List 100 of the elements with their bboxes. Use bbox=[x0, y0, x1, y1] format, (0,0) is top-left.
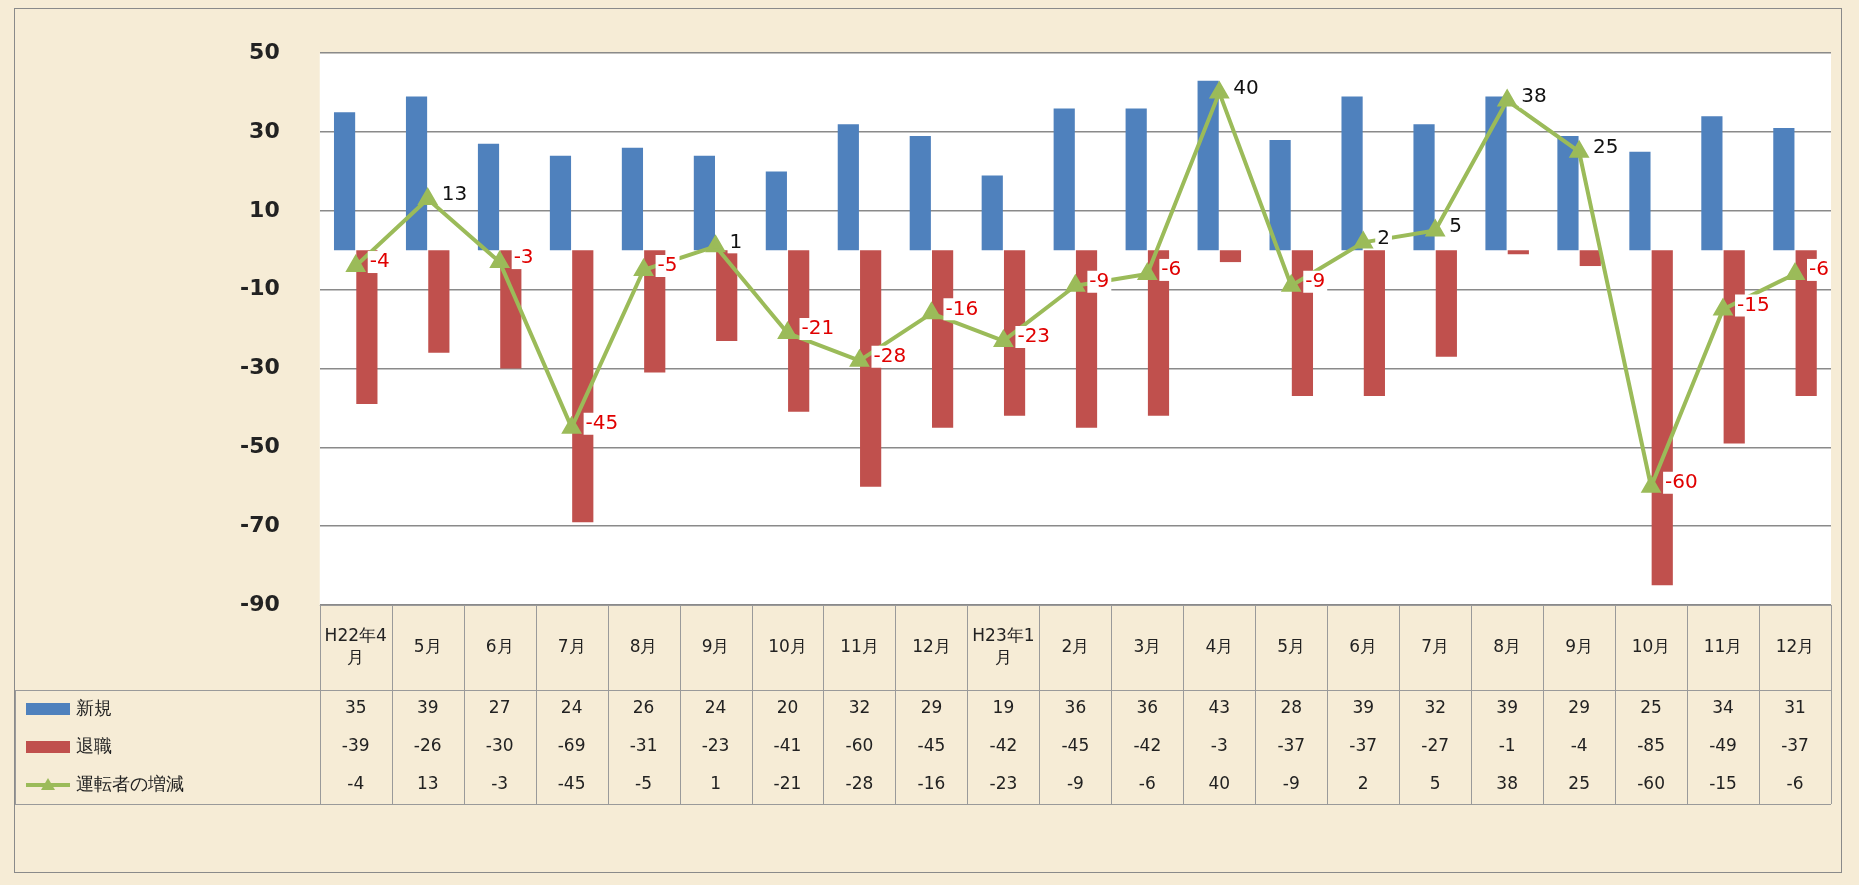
x-tick-label: 12月 bbox=[912, 635, 951, 656]
x-tick-label: 10月 bbox=[1631, 635, 1671, 656]
data-label: -49 bbox=[1709, 735, 1737, 756]
data-label: -16 bbox=[917, 773, 946, 794]
annotation: -3 bbox=[513, 244, 534, 269]
bar bbox=[1125, 108, 1147, 251]
data-label: -37 bbox=[1349, 735, 1378, 756]
data-label: -60 bbox=[845, 735, 874, 756]
data-label: 27 bbox=[488, 697, 511, 718]
y-tick-label: -30 bbox=[240, 354, 280, 380]
bar bbox=[716, 250, 738, 341]
data-label: 29 bbox=[1568, 697, 1590, 718]
x-tick-label: 5月 bbox=[413, 635, 442, 656]
bar bbox=[621, 147, 644, 251]
data-label: 20 bbox=[776, 697, 799, 718]
annotation: -5 bbox=[657, 252, 678, 277]
point bbox=[346, 256, 365, 273]
data-label: -31 bbox=[629, 735, 658, 756]
x-tick-label: 6月 bbox=[485, 635, 514, 656]
x-tick-label: 11月 bbox=[840, 635, 879, 656]
data-label: -26 bbox=[413, 735, 442, 756]
y-tick-label: -50 bbox=[240, 433, 280, 459]
y-tick-label: -90 bbox=[240, 590, 280, 616]
data-label: -21 bbox=[773, 773, 802, 794]
point bbox=[778, 323, 797, 340]
x-tick-label: 7月 bbox=[557, 635, 586, 656]
annotation: -21 bbox=[801, 315, 835, 340]
point bbox=[1425, 218, 1446, 237]
x-tick-label: H23年1月 bbox=[972, 624, 1035, 667]
x-tick-label: 5月 bbox=[1277, 635, 1306, 656]
annotation: 25 bbox=[1593, 133, 1619, 158]
bar bbox=[1485, 96, 1507, 251]
data-label: 34 bbox=[1712, 697, 1734, 718]
bar bbox=[1197, 80, 1219, 251]
point bbox=[1498, 90, 1517, 107]
y-tick-label: 50 bbox=[249, 38, 280, 64]
data-label: 38 bbox=[1496, 773, 1518, 794]
data-label: -9 bbox=[1282, 773, 1300, 794]
x-tick-label: 3月 bbox=[1133, 635, 1162, 656]
legend-label: 退職 bbox=[76, 734, 112, 756]
x-tick-label: 4月 bbox=[1205, 635, 1234, 656]
data-label: 35 bbox=[344, 697, 367, 718]
x-tick-label: 6月 bbox=[1349, 635, 1378, 656]
data-label: -4 bbox=[1570, 735, 1588, 756]
annotation: -45 bbox=[585, 409, 619, 434]
data-label: -45 bbox=[1061, 735, 1090, 756]
data-label: -15 bbox=[1709, 773, 1737, 794]
bar bbox=[405, 96, 428, 251]
bar bbox=[1557, 135, 1579, 251]
annotation: 40 bbox=[1233, 74, 1259, 99]
data-label: -42 bbox=[1133, 735, 1162, 756]
data-label: 39 bbox=[1352, 697, 1375, 718]
data-label: -37 bbox=[1781, 735, 1809, 756]
legend-label: 新規 bbox=[76, 696, 112, 718]
data-label: -85 bbox=[1637, 735, 1665, 756]
x-tick-label: 10月 bbox=[768, 635, 807, 656]
data-label: 32 bbox=[848, 697, 871, 718]
bar bbox=[1053, 108, 1075, 251]
data-label: 32 bbox=[1424, 697, 1447, 718]
data-label: -69 bbox=[557, 735, 586, 756]
bar bbox=[1413, 124, 1435, 251]
bar bbox=[549, 155, 572, 251]
legend-label: 運転者の増減 bbox=[76, 772, 184, 794]
x-tick-label: H22年4月 bbox=[324, 624, 387, 667]
data-label: 24 bbox=[560, 697, 583, 718]
annotation: 1 bbox=[729, 228, 743, 253]
bar bbox=[837, 124, 859, 251]
annotation: -9 bbox=[1305, 267, 1326, 292]
data-label: -23 bbox=[701, 735, 730, 756]
data-label: 29 bbox=[920, 697, 943, 718]
bar bbox=[981, 175, 1003, 251]
data-label: 31 bbox=[1784, 697, 1806, 718]
data-label: 25 bbox=[1640, 697, 1662, 718]
data-label: 19 bbox=[992, 697, 1015, 718]
point bbox=[1138, 263, 1157, 280]
data-label: -42 bbox=[989, 735, 1018, 756]
bar bbox=[1773, 128, 1795, 251]
point bbox=[849, 348, 870, 367]
bar bbox=[1701, 116, 1723, 251]
data-label: -28 bbox=[845, 773, 874, 794]
y-tick-label: 10 bbox=[249, 196, 280, 222]
annotation: 5 bbox=[1449, 212, 1462, 237]
bar bbox=[1579, 250, 1601, 267]
bar bbox=[1219, 250, 1242, 263]
data-label: 26 bbox=[632, 697, 655, 718]
data-label: -6 bbox=[1786, 773, 1804, 794]
data-label: -6 bbox=[1138, 773, 1156, 794]
data-label: 39 bbox=[1496, 697, 1518, 718]
bar bbox=[1269, 139, 1291, 251]
data-label: -37 bbox=[1277, 735, 1306, 756]
point bbox=[1209, 80, 1230, 99]
point bbox=[1065, 273, 1086, 292]
annotation: -16 bbox=[945, 295, 979, 320]
data-label: -4 bbox=[347, 773, 365, 794]
point bbox=[490, 252, 509, 269]
annotation: -15 bbox=[1737, 291, 1770, 316]
x-tick-label: 9月 bbox=[1565, 635, 1594, 656]
annotation: -28 bbox=[873, 342, 907, 367]
x-tick-label: 7月 bbox=[1421, 635, 1450, 656]
x-tick-label: 9月 bbox=[701, 635, 730, 656]
